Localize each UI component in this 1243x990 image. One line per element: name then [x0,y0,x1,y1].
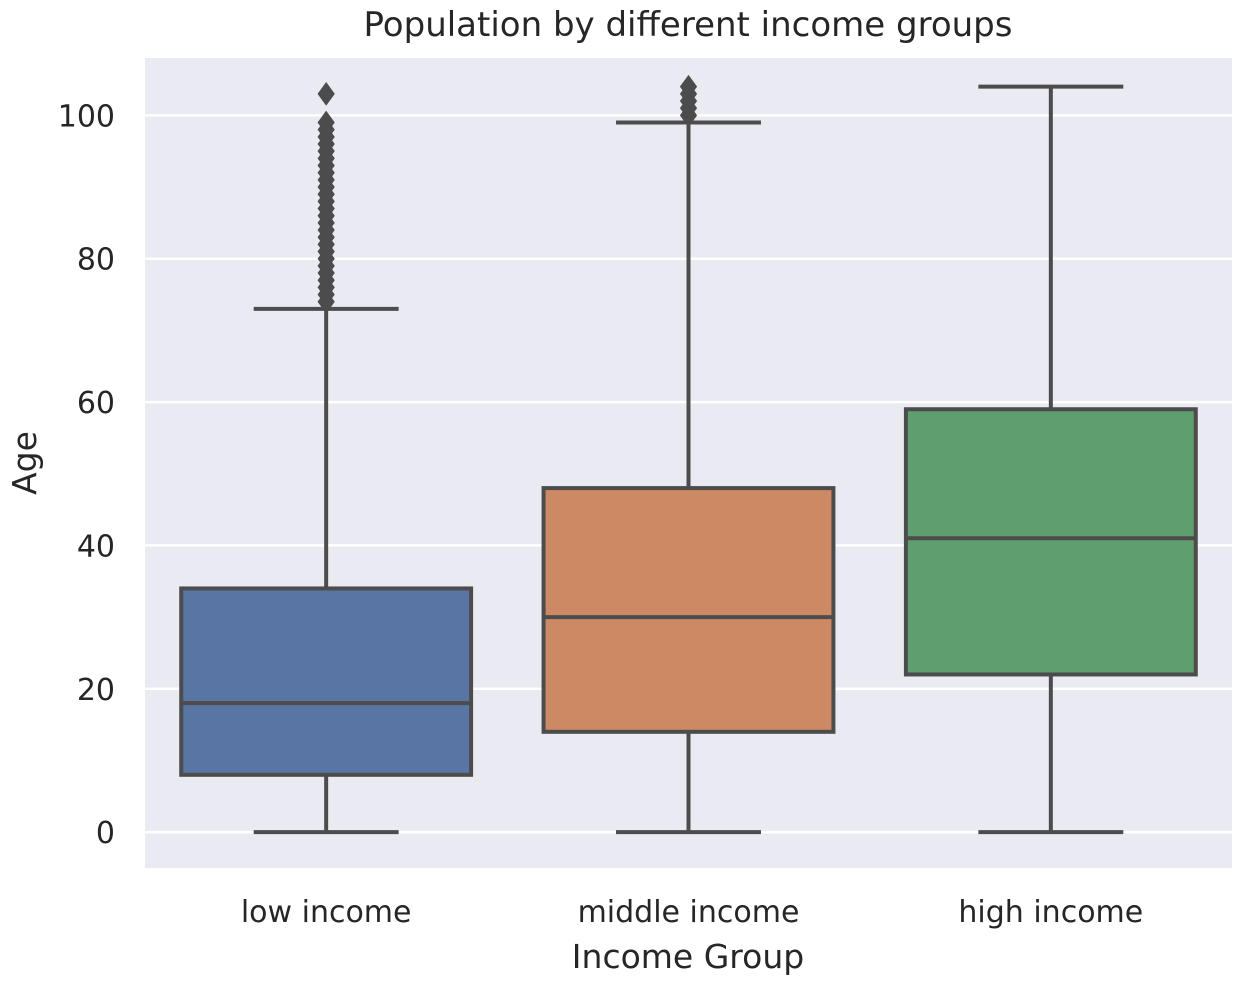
y-axis-label: Age [5,431,44,495]
box-group [903,84,1198,835]
y-tick-label: 80 [77,243,115,278]
box-group [541,74,836,835]
x-tick-label: high income [958,895,1143,930]
x-axis-label: Income Group [572,937,804,976]
outlier-point [679,74,698,99]
y-tick-label: 40 [77,529,115,564]
box-group [179,81,474,835]
box-iqr [903,407,1198,677]
box-iqr [541,486,836,734]
x-tick-label: middle income [578,895,800,930]
y-tick-label: 100 [58,99,115,134]
outlier-point [317,81,335,106]
box-series [179,74,1198,835]
outlier-point [317,110,335,135]
y-tick-label: 0 [96,816,115,851]
y-axis-ticks: 0 20 40 60 80 100 [58,99,115,851]
box-iqr [179,586,474,777]
x-axis-ticks: low income middle income high income [241,895,1143,930]
y-tick-label: 20 [77,673,115,708]
x-tick-label: low income [241,895,412,930]
y-tick-label: 60 [77,386,115,421]
chart-title: Population by different income groups [364,5,1013,45]
